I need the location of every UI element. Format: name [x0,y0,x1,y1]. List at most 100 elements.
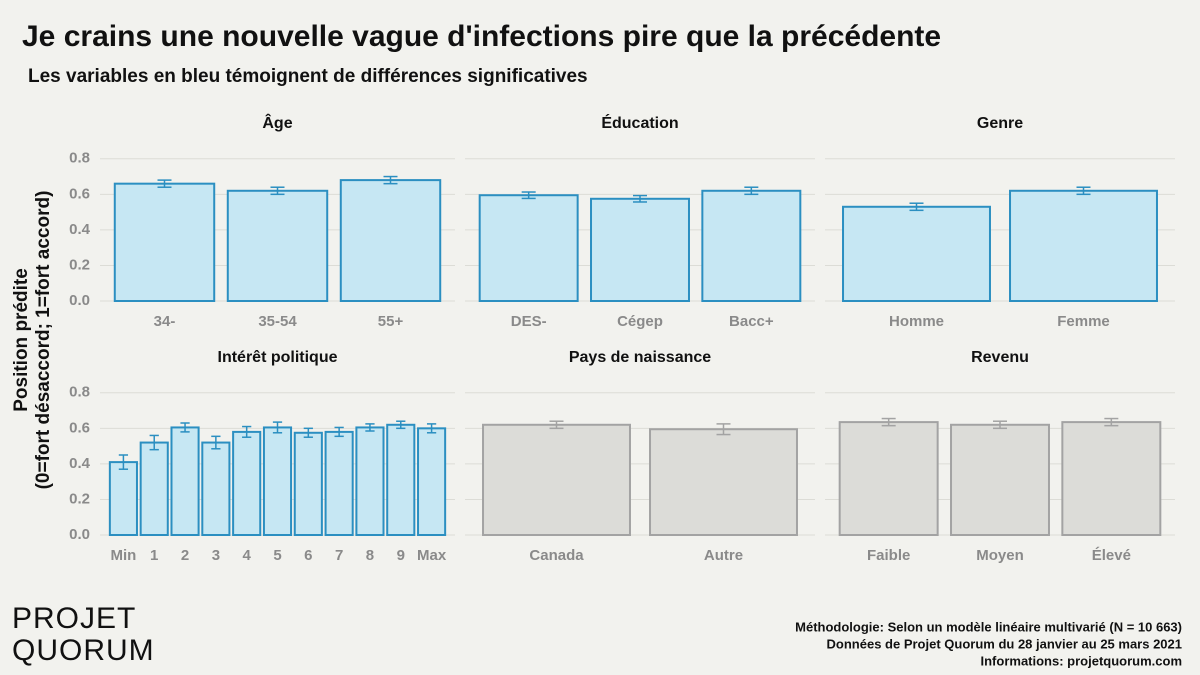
bar [838,421,939,536]
note: Données de Projet Quorum du 28 janvier a… [827,636,1182,651]
bar [649,428,798,537]
panel-title: Revenu [971,349,1029,366]
x-tick-label: 5 [273,547,281,564]
bar [262,426,293,537]
bar [1061,421,1162,536]
panel-title: Intérêt politique [218,349,338,366]
bar [201,441,231,536]
y-tick-label: 0.0 [69,292,90,309]
bar [386,423,416,536]
x-tick-label: DES- [511,313,547,330]
x-tick-label: Femme [1057,313,1110,330]
x-tick-label: 34- [154,313,176,330]
panel-title: Âge [262,113,292,132]
error-bar [881,417,896,427]
x-tick-label: Moyen [976,547,1024,564]
error-bar [383,175,398,185]
x-tick-label: 9 [397,547,405,564]
y-tick-label: 0.8 [69,150,90,167]
bar [324,430,354,536]
y-tick-label: 0.0 [69,526,90,543]
note: Informations: projetquorum.com [981,653,1183,668]
error-bar [303,427,313,438]
bar [293,431,323,536]
logo: PROJET [12,602,136,635]
y-label: Position prédite (0=fort désaccord; 1=fo… [11,191,54,490]
error-bar [549,420,564,430]
panel-title: Genre [977,115,1023,132]
error-bar [1104,417,1119,427]
bar [1009,189,1158,302]
logo: QUORUM [12,634,155,667]
x-tick-label: 4 [243,547,252,564]
x-tick-label: 2 [181,547,189,564]
x-tick-label: 7 [335,547,343,564]
error-bar [272,421,283,434]
y-tick-label: 0.4 [69,221,91,238]
panel-title: Éducation [601,113,678,132]
y-tick-label: 0.4 [69,455,91,472]
error-bar [270,186,285,196]
x-tick-label: 1 [150,547,158,564]
bar [355,426,385,537]
x-tick-label: Canada [529,547,584,564]
error-bar [396,420,406,430]
y-tick-label: 0.6 [69,419,90,436]
x-tick-label: 8 [366,547,374,564]
bar [139,441,169,536]
error-bar [242,425,252,438]
title: Je crains une nouvelle vague d'infection… [22,20,941,53]
bar [108,461,138,536]
error-bar [1076,186,1091,196]
x-tick-label: Faible [867,547,910,564]
error-bar [909,202,924,212]
error-bar [211,435,221,450]
error-bar [180,422,190,433]
y-tick-label: 0.2 [69,490,90,507]
bar [950,423,1050,536]
error-bar [365,423,375,432]
error-bar [993,420,1007,430]
subtitle: Les variables en bleu témoignent de diff… [28,66,588,87]
bar [482,423,631,536]
error-bar [521,191,536,200]
y-tick-label: 0.2 [69,256,90,273]
bar [590,197,690,302]
error-bar [716,423,731,436]
x-tick-label: 55+ [378,313,404,330]
y-tick-label: 0.6 [69,185,90,202]
x-tick-label: Cégep [617,313,663,330]
bar [226,189,329,302]
x-tick-label: 3 [212,547,220,564]
error-bar [157,179,172,188]
bar [701,189,802,302]
x-tick-label: Homme [889,313,944,330]
bar [170,426,200,537]
bar [113,182,216,303]
x-tick-label: Élevé [1092,547,1131,564]
x-tick-label: 6 [304,547,312,564]
bar [417,427,447,537]
error-bar [426,423,437,434]
x-tick-label: Max [417,547,447,564]
y-label-line: Position prédite [11,268,32,412]
bar [232,430,262,536]
error-bar [118,454,129,470]
x-tick-label: 35-54 [258,313,297,330]
bar [842,205,991,302]
panel-title: Pays de naissance [569,349,711,366]
error-bar [149,434,159,451]
y-label-line: (0=fort désaccord; 1=fort accord) [33,191,54,490]
error-bar [633,194,647,203]
bar [478,194,579,303]
y-tick-label: 0.8 [69,384,90,401]
x-tick-label: Autre [704,547,743,564]
error-bar [744,186,759,196]
bar [339,179,442,302]
error-bar [334,426,344,438]
x-tick-label: Min [110,547,136,564]
x-tick-label: Bacc+ [729,313,774,330]
